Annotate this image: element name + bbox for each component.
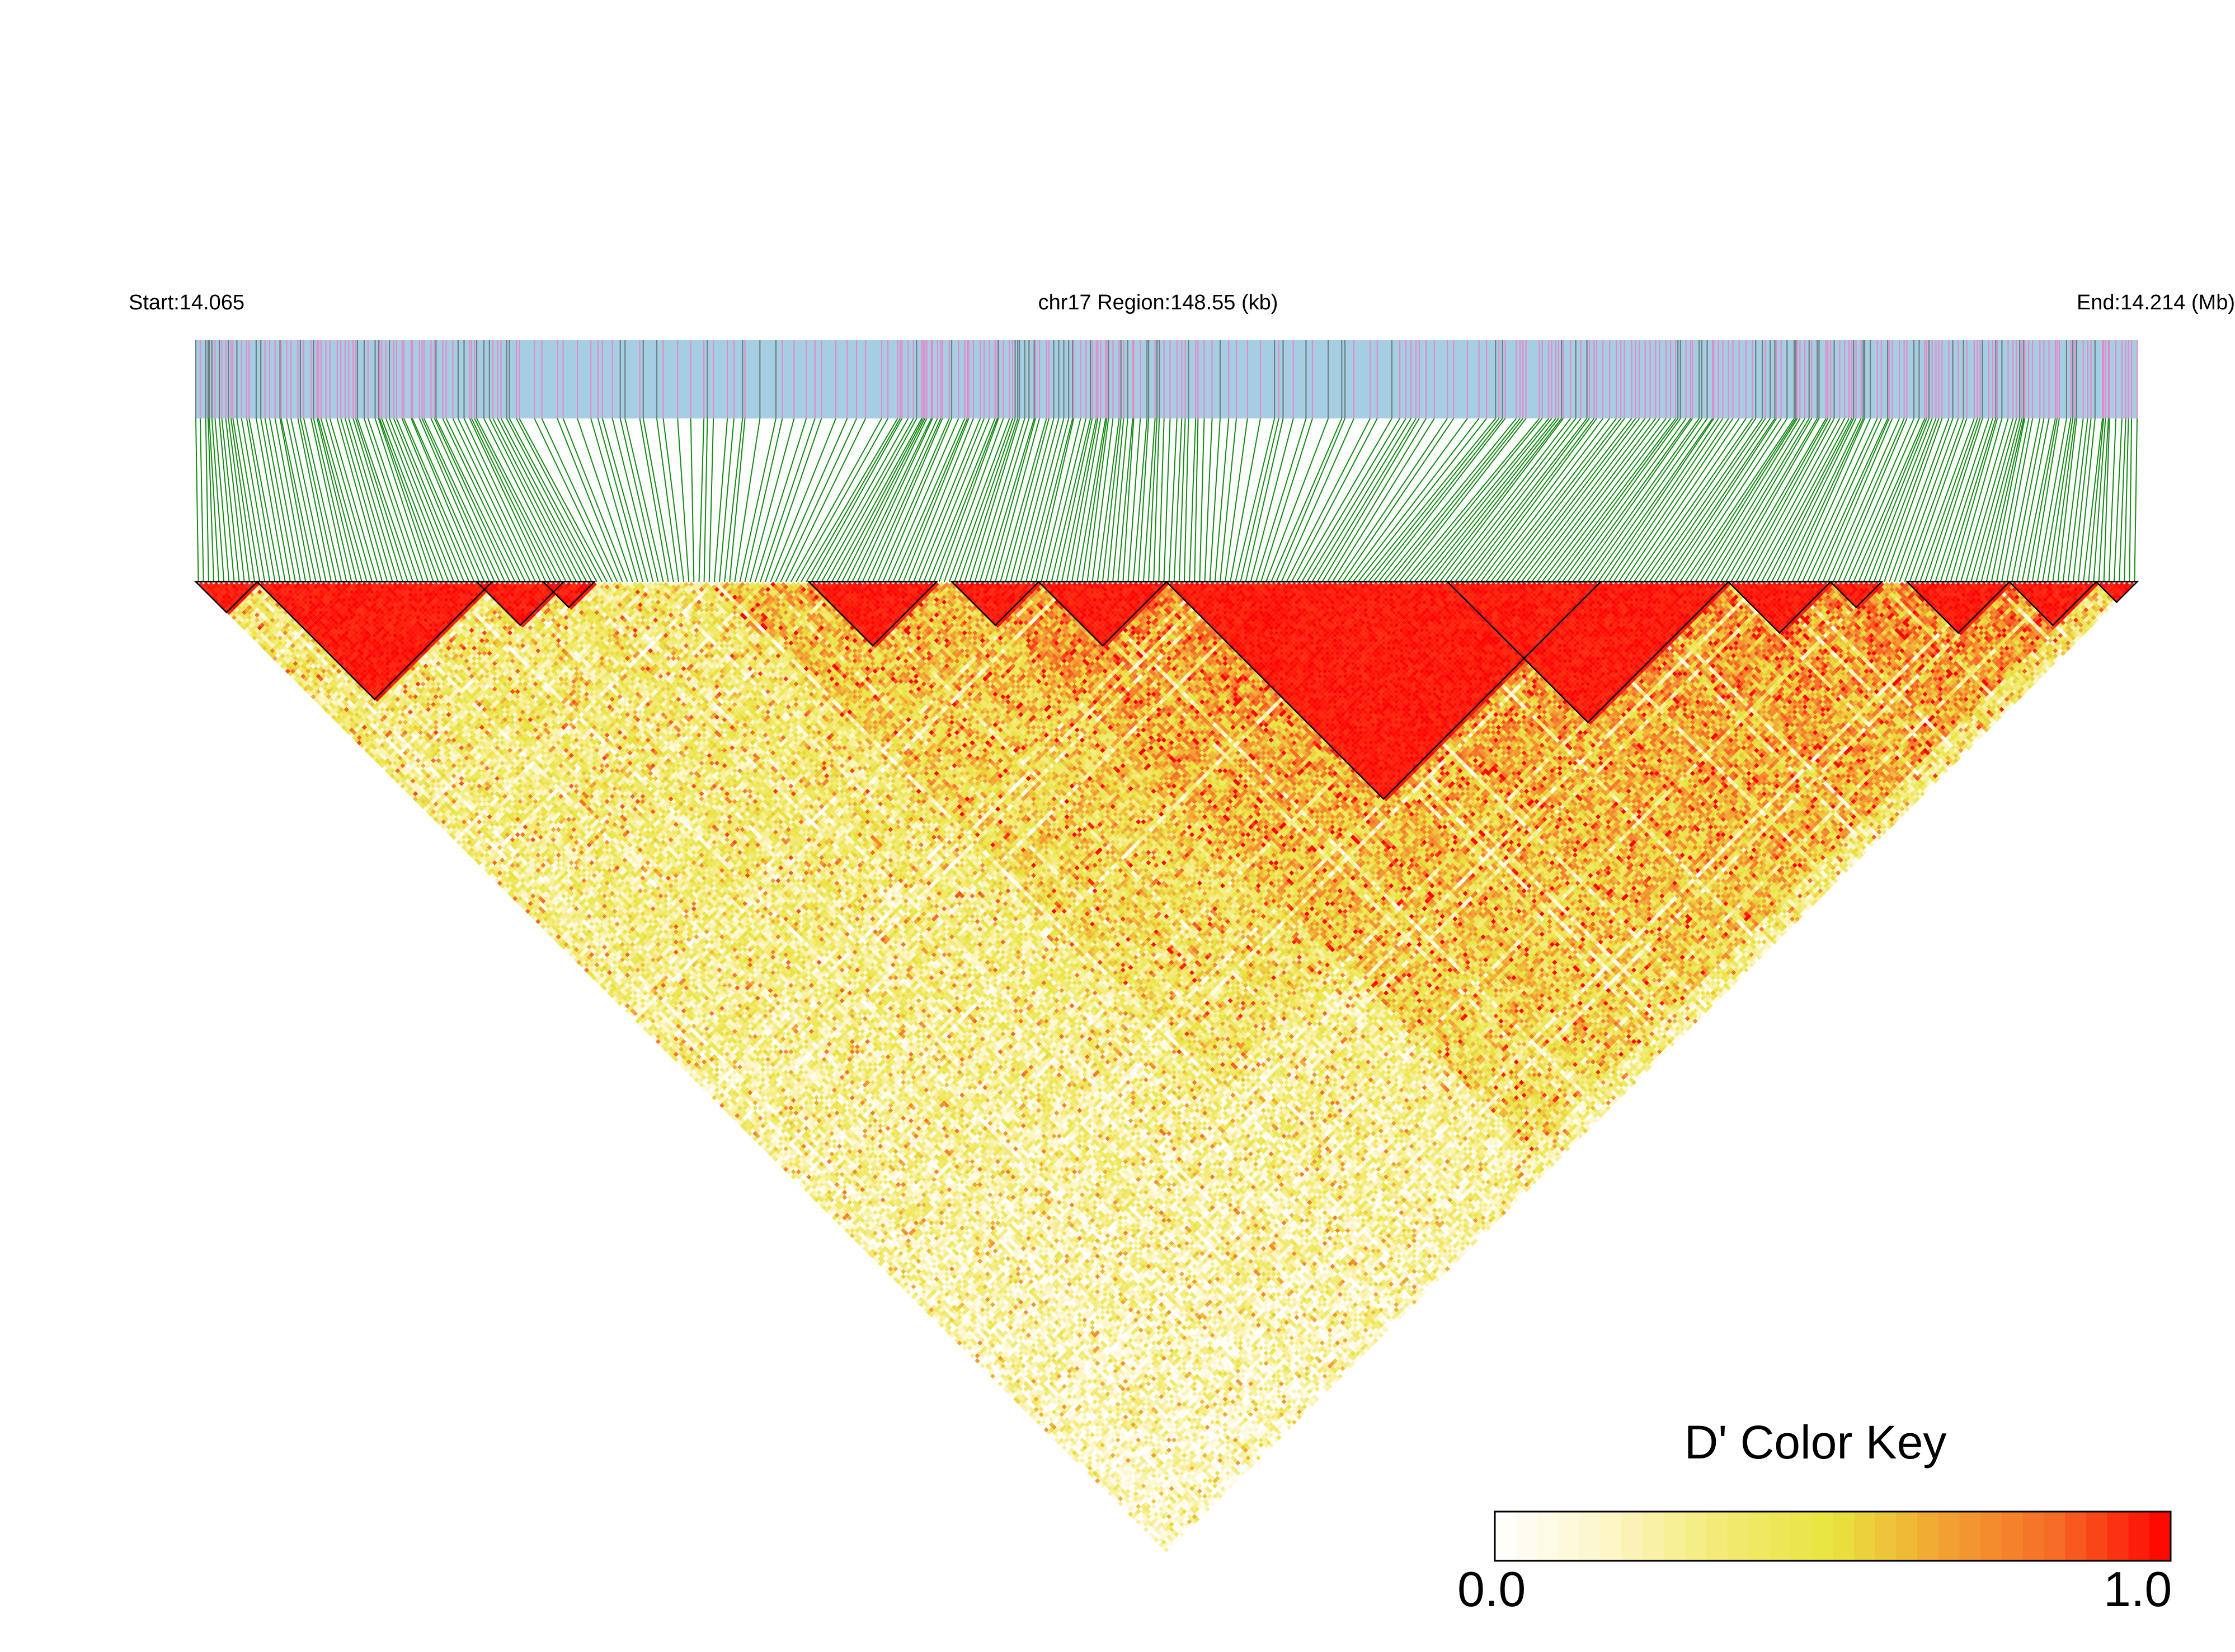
snp-connector [990,418,1036,582]
ld-heatmap-cells [199,582,2135,1552]
snp-connector [677,418,689,582]
snp-connector [2032,418,2059,582]
snp-connector [1307,418,1406,582]
snp-connector [206,418,209,582]
snp-connector [709,418,713,582]
snp-connector [765,418,821,582]
snp-connector [847,418,926,582]
snp-connector [557,418,622,582]
snp-connector [1624,418,1733,582]
snp-connector [1215,418,1229,582]
snp-connector [1240,418,1278,582]
snp-connector [1532,418,1655,582]
snp-connector [298,418,331,582]
snp-connector [620,418,658,582]
snp-connector [1935,418,1989,582]
snp-connector [1951,418,1998,582]
snp-connector [827,418,917,582]
snp-connector [2073,418,2091,582]
snp-connector [1154,418,1159,582]
snp-connector [704,418,708,582]
snp-connector [1271,418,1342,582]
snp-connector [740,418,776,582]
snp-connector [431,418,505,582]
snp-connector [1496,418,1621,582]
snp-connector [349,418,397,582]
snp-connector [1123,418,1133,582]
snp-connector [196,418,199,582]
snp-connector [603,418,648,582]
snp-connector-lines [196,418,2137,582]
snp-connector [1547,418,1671,582]
snp-connector [1486,418,1610,582]
snp-connector [852,418,931,582]
gene-track [196,340,2137,418]
snp-connector [1353,418,1479,582]
snp-connector [657,418,679,582]
snp-connector [1971,418,2016,582]
snp-connector [1230,418,1260,582]
snp-connector [1317,418,1416,582]
snp-connector [1992,418,2025,582]
snp-connector [1757,418,1845,582]
snp-connector [1506,418,1631,582]
snp-connector [2007,418,2040,582]
snp-connector [1281,418,1354,582]
snp-connector [1199,418,1204,582]
snp-connector [1542,418,1666,582]
snp-connector [714,418,727,582]
snp-connector [1414,418,1549,582]
snp-connector [519,418,607,582]
snp-connector [394,418,459,582]
snp-connector [1312,418,1411,582]
snp-connector [663,418,684,582]
snp-connector [1813,418,1888,582]
snp-connector [318,418,362,582]
snp-connector [2134,418,2137,582]
snp-connector [1787,418,1863,582]
snp-connector [1772,418,1853,582]
snp-connector [1455,418,1581,582]
snp-connector [379,418,434,582]
snp-connector [1302,418,1400,582]
snp-connector [1450,418,1576,582]
snp-connector [375,418,429,582]
snp-connector [1343,418,1453,582]
snp-connector [2017,418,2049,582]
snp-connector [1491,418,1616,582]
snp-connector [1323,418,1419,582]
snp-connector [1184,418,1188,582]
snp-connector [200,418,204,582]
snp-connector [2068,418,2088,582]
snp-connector [1164,418,1170,582]
snp-connector [691,418,694,582]
snp-connector [745,418,783,582]
snp-connector [1445,418,1571,582]
snp-connector [643,418,674,582]
snp-connector [2088,418,2104,582]
snp-connector [1956,418,2002,582]
snp-connector [1987,418,2024,582]
snp-connector [1716,418,1812,582]
snp-connector [699,418,704,582]
snp-connector [613,418,653,582]
snp-connector [1246,418,1283,582]
snp-connector [1603,418,1714,582]
snp-connector [1266,418,1328,582]
snp-connector [1399,418,1526,582]
snp-connector [1159,418,1164,582]
snp-connector [2129,418,2132,582]
